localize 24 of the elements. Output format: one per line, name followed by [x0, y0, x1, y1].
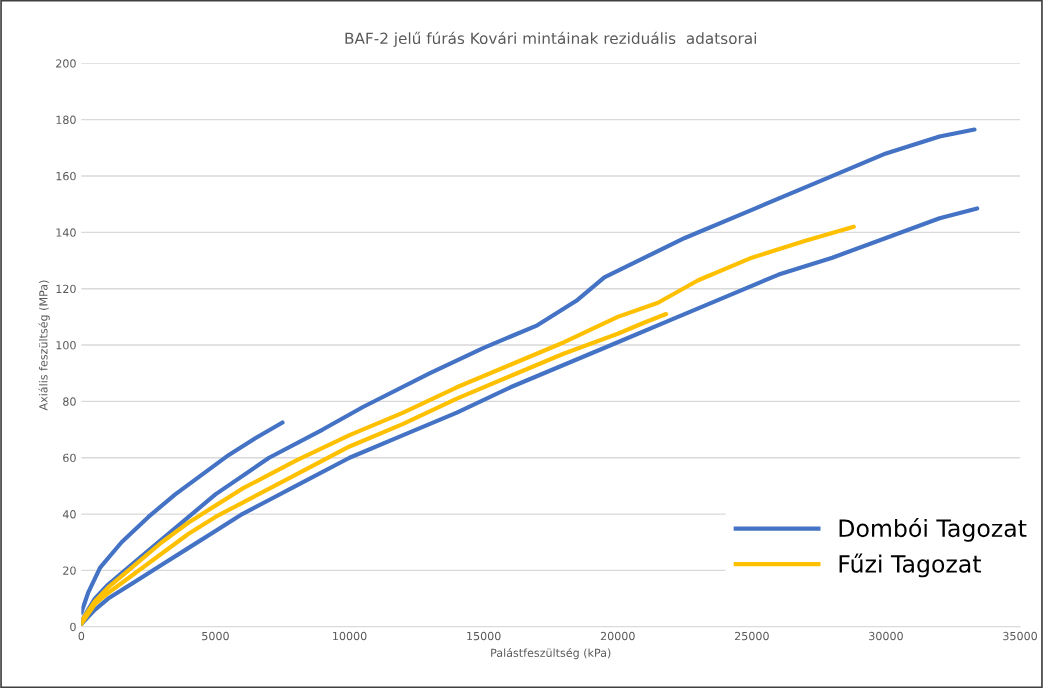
y-tick-label: 140 [56, 228, 76, 237]
y-tick-label: 60 [63, 453, 76, 463]
x-tick-label: 10000 [333, 631, 367, 641]
x-tick-label: 35000 [1003, 631, 1037, 641]
y-tick-label: 200 [56, 59, 76, 68]
y-axis-title: Axiális feszültség (MPa) [38, 280, 50, 411]
x-tick-label: 30000 [869, 631, 903, 641]
y-tick-label: 0 [70, 622, 76, 632]
y-tick-label: 180 [56, 115, 76, 125]
x-tick-label: 5000 [202, 631, 229, 641]
x-tick-label: 25000 [734, 631, 769, 641]
y-tick-label: 80 [63, 397, 76, 406]
y-tick-label: 40 [62, 510, 76, 519]
x-axis-title: Palástfeszültség (kPa) [491, 647, 611, 660]
y-tick-label: 100 [56, 341, 76, 350]
x-tick-label: 20000 [600, 631, 635, 641]
x-tick-label: 0 [78, 631, 85, 641]
y-tick-label: 20 [63, 566, 76, 575]
y-tick-label: 120 [56, 284, 76, 294]
legend-label: Fűzi Tagozat [839, 553, 981, 578]
x-tick-label: 15000 [467, 631, 501, 641]
legend-label: Dombói Tagozat [839, 517, 1027, 542]
chart-title: BAF-2 jelű fúrás Kovári mintáinak reziduális adatsorai [345, 31, 756, 48]
y-tick-label: 160 [56, 171, 76, 181]
